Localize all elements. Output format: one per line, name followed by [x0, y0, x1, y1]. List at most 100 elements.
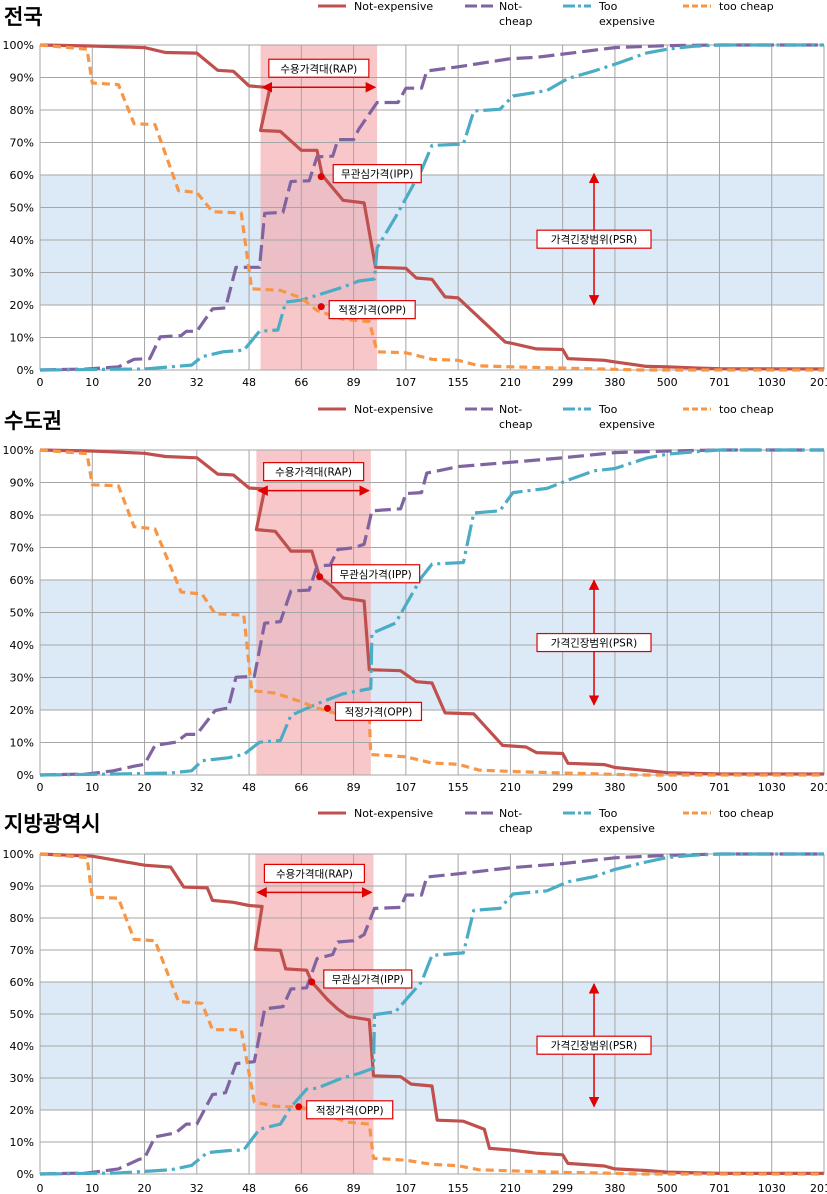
x-tick-label: 380: [604, 1182, 625, 1194]
x-tick-label: 48: [242, 781, 256, 794]
opp-label-box: [306, 1100, 394, 1120]
x-tick-label: 32: [190, 376, 204, 389]
psr-label-box: [536, 229, 652, 249]
rap-label-box: [263, 462, 365, 482]
x-tick-label: 701: [709, 376, 730, 389]
y-tick-label: 90%: [10, 880, 34, 893]
y-tick-label: 40%: [10, 1040, 34, 1053]
y-tick-label: 50%: [10, 202, 34, 215]
rap-label: 수용가격대(RAP): [276, 867, 353, 880]
psr-label: 가격긴장범위(PSR): [551, 233, 637, 246]
x-tick-label: 66: [294, 781, 308, 794]
x-tick-label: 10: [85, 1182, 99, 1194]
legend-label: expensive: [599, 15, 655, 28]
x-tick-label: 701: [709, 1182, 730, 1194]
legend-label: Too: [598, 0, 618, 13]
x-tick-label: 155: [448, 781, 469, 794]
legend-label: cheap: [499, 822, 533, 835]
x-tick-label: 701: [709, 781, 730, 794]
x-tick-label: 380: [604, 781, 625, 794]
series-line-not-cheap: [39, 448, 824, 777]
y-tick-label: 50%: [10, 1008, 34, 1021]
y-tick-label: 50%: [10, 607, 34, 620]
x-tick-label: 10: [85, 781, 99, 794]
y-tick-label: 30%: [10, 267, 34, 280]
legend-label: Not-expensive: [354, 807, 433, 820]
legend-label: Too: [598, 807, 618, 820]
x-tick-label: 155: [448, 376, 469, 389]
y-tick-label: 80%: [10, 104, 34, 117]
y-tick-label: 100%: [3, 444, 34, 457]
y-tick-label: 80%: [10, 912, 34, 925]
x-tick-label: 0: [37, 376, 44, 389]
legend-label: Not-: [499, 403, 522, 416]
x-tick-label: 20: [138, 781, 152, 794]
x-tick-label: 107: [395, 1182, 416, 1194]
legend-label: cheap: [499, 15, 533, 28]
chart-title: 전국: [4, 5, 43, 29]
legend-label: Too: [598, 403, 618, 416]
series-line-too-cheap: [39, 852, 824, 1176]
y-tick-label: 80%: [10, 509, 34, 522]
y-tick-label: 70%: [10, 137, 34, 150]
x-tick-label: 500: [657, 781, 678, 794]
series-line-not-expensive: [39, 852, 824, 1176]
x-tick-label: 500: [657, 376, 678, 389]
x-tick-label: 210: [500, 1182, 521, 1194]
legend-label: too cheap: [719, 807, 774, 820]
rap-label: 수용가격대(RAP): [280, 62, 357, 75]
ipp-label-box: [323, 969, 413, 989]
ipp-label: 무관심가격(IPP): [332, 973, 404, 986]
y-tick-label: 90%: [10, 72, 34, 85]
legend-label: cheap: [499, 418, 533, 431]
series-line-not-expensive: [39, 448, 824, 776]
ipp-label-box: [331, 564, 421, 584]
legend-label: too cheap: [719, 403, 774, 416]
y-tick-label: 30%: [10, 1072, 34, 1085]
x-tick-label: 89: [347, 1182, 361, 1194]
y-tick-label: 10%: [10, 737, 34, 750]
y-tick-label: 20%: [10, 299, 34, 312]
x-tick-label: 500: [657, 1182, 678, 1194]
legend-label: too cheap: [719, 0, 774, 13]
legend-label: Not-: [499, 0, 522, 13]
x-tick-label: 1030: [758, 781, 786, 794]
psr-label-box: [536, 632, 652, 653]
x-tick-label: 107: [395, 376, 416, 389]
x-tick-label: 48: [242, 376, 256, 389]
legend-label: expensive: [599, 418, 655, 431]
ipp-label: 무관심가격(IPP): [341, 168, 413, 181]
y-tick-label: 0%: [17, 364, 34, 377]
opp-point: [317, 303, 325, 311]
y-tick-label: 70%: [10, 542, 34, 555]
x-tick-label: 32: [190, 1182, 204, 1194]
opp-point: [295, 1103, 303, 1111]
ipp-label: 무관심가격(IPP): [339, 568, 411, 581]
chart-panel-1: 전국 0% 10% 20% 30% 40% 50% 60% 70% 80% 90% 100% 0 10 20…: [3, 0, 827, 389]
opp-label-box: [334, 701, 423, 721]
chart-title: 지방광역시: [4, 812, 101, 836]
x-tick-label: 299: [552, 781, 573, 794]
y-tick-label: 0%: [17, 769, 34, 782]
series-line-too-expensive: [39, 852, 824, 1176]
series-line-not-cheap: [39, 852, 824, 1176]
y-tick-label: 60%: [10, 976, 34, 989]
y-tick-label: 100%: [3, 848, 34, 861]
y-tick-label: 10%: [10, 1136, 34, 1149]
y-tick-label: 40%: [10, 234, 34, 247]
x-tick-label: 20: [138, 1182, 152, 1194]
opp-label-box: [328, 300, 416, 320]
x-tick-label: 89: [347, 781, 361, 794]
x-tick-label: 2010: [810, 781, 827, 794]
ipp-label-box: [332, 164, 422, 184]
y-tick-label: 90%: [10, 477, 34, 490]
x-tick-label: 0: [37, 1182, 44, 1194]
opp-point: [323, 704, 331, 712]
x-tick-label: 155: [448, 1182, 469, 1194]
x-tick-label: 1030: [758, 1182, 786, 1194]
rap-label-box: [263, 863, 365, 884]
legend-label: expensive: [599, 822, 655, 835]
series-line-not-expensive: [39, 43, 825, 371]
rap-label: 수용가격대(RAP): [275, 466, 352, 479]
